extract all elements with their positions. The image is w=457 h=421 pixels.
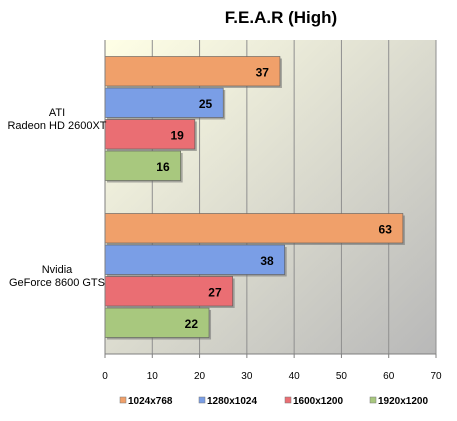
bar xyxy=(104,87,224,118)
legend: 1024x768 1280x1024 1600x1200 1920x1200 xyxy=(119,396,428,407)
category-label: Nvidia GeForce 8600 GTS xyxy=(9,264,105,289)
category-label-line: Nvidia xyxy=(42,264,73,276)
legend-entry: 1920x1200 xyxy=(378,396,428,407)
x-tick-label: 70 xyxy=(430,371,442,382)
legend-entry: 1280x1024 xyxy=(207,396,257,407)
data-label: 38 xyxy=(260,254,274,268)
bar xyxy=(104,244,285,275)
data-label: 63 xyxy=(379,222,393,236)
data-label: 27 xyxy=(208,285,222,299)
data-label: 19 xyxy=(170,128,184,142)
x-tick-label: 20 xyxy=(194,371,206,382)
chart-title: F.E.A.R (High) xyxy=(225,8,337,27)
bar xyxy=(104,119,196,150)
legend-entry: 1024x768 xyxy=(128,396,173,407)
legend-swatch xyxy=(119,396,127,404)
category-label-line: ATI xyxy=(49,107,65,119)
bar xyxy=(104,307,210,338)
x-tick-label: 0 xyxy=(102,371,108,382)
category-label-line: GeForce 8600 GTS xyxy=(9,277,105,289)
x-tick-label: 60 xyxy=(383,371,395,382)
x-tick-label: 50 xyxy=(336,371,348,382)
x-tick-label: 30 xyxy=(241,371,253,382)
category-label-line: Radeon HD 2600XT xyxy=(7,120,106,132)
data-labels: 37 25 19 16 63 38 27 22 xyxy=(156,65,392,331)
category-labels: ATI Radeon HD 2600XT Nvidia GeForce 8600 GT… xyxy=(7,107,106,289)
data-label: 16 xyxy=(156,160,170,174)
legend-entry: 1600x1200 xyxy=(293,396,343,407)
data-label: 25 xyxy=(199,97,213,111)
x-tick-label: 40 xyxy=(289,371,301,382)
legend-swatch xyxy=(369,396,377,404)
data-label: 22 xyxy=(185,317,199,331)
x-axis-ticks: 0 10 20 30 40 50 60 70 xyxy=(102,354,442,382)
category-label: ATI Radeon HD 2600XT xyxy=(7,107,106,132)
legend-swatch xyxy=(284,396,292,404)
bar xyxy=(104,213,404,244)
data-label: 37 xyxy=(256,65,270,79)
x-tick-label: 10 xyxy=(147,371,159,382)
bars xyxy=(104,56,405,340)
legend-swatch xyxy=(198,396,206,404)
bar xyxy=(104,56,281,87)
bar xyxy=(104,150,181,181)
